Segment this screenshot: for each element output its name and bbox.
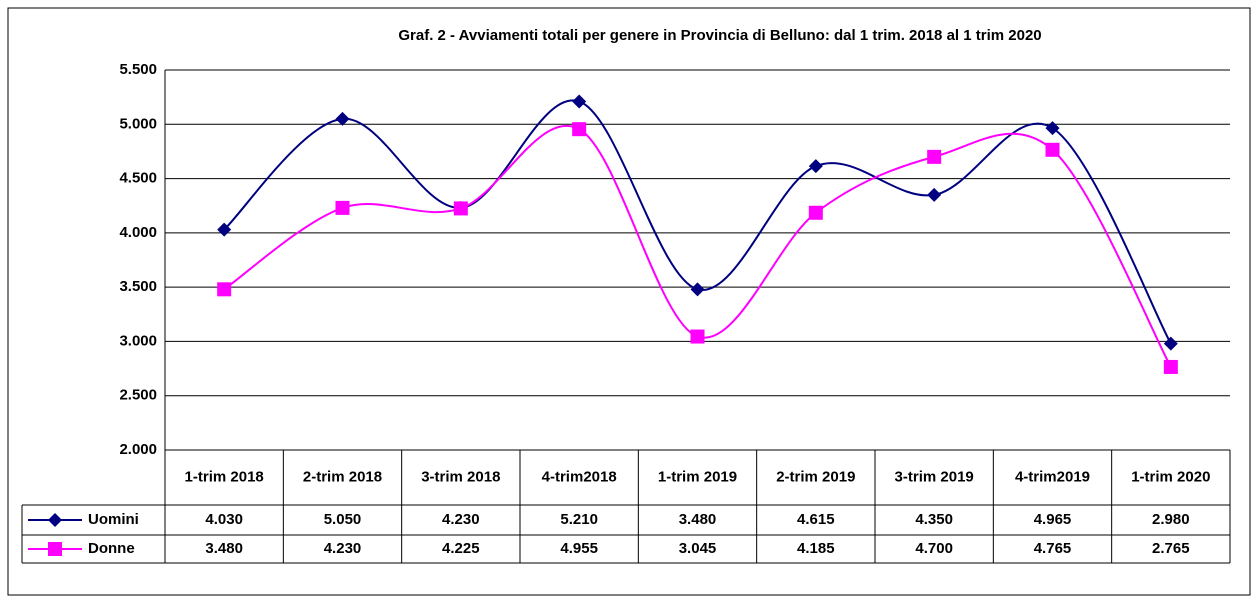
- marker: [217, 282, 232, 297]
- marker: [808, 205, 823, 220]
- marker: [572, 94, 587, 109]
- y-tick-label: 2.500: [119, 387, 157, 404]
- legend-label: Uomini: [88, 511, 139, 528]
- marker: [1163, 359, 1178, 374]
- marker: [453, 201, 468, 216]
- x-tick-label: 1-trim 2020: [1131, 468, 1210, 485]
- table-value: 4.615: [797, 511, 835, 528]
- y-tick-label: 4.500: [119, 170, 157, 187]
- table-value: 4.030: [205, 511, 243, 528]
- table-value: 4.700: [915, 540, 953, 557]
- x-tick-label: 1-trim 2018: [185, 468, 264, 485]
- table-value: 4.230: [442, 511, 480, 528]
- x-tick-label: 4-trim2018: [542, 468, 617, 485]
- table-value: 2.765: [1152, 540, 1190, 557]
- marker: [690, 282, 705, 297]
- chart-title: Graf. 2 - Avviamenti totali per genere i…: [398, 27, 1041, 44]
- table-value: 3.045: [679, 540, 717, 557]
- y-tick-label: 5.500: [119, 61, 157, 78]
- table-value: 4.185: [797, 540, 835, 557]
- table-value: 4.965: [1034, 511, 1072, 528]
- table-value: 4.765: [1034, 540, 1072, 557]
- table-value: 4.955: [560, 540, 598, 557]
- table-value: 5.210: [560, 511, 598, 528]
- marker: [48, 513, 62, 527]
- x-tick-label: 3-trim 2018: [421, 468, 500, 485]
- table-value: 5.050: [324, 511, 362, 528]
- table-value: 3.480: [205, 540, 243, 557]
- x-tick-label: 1-trim 2019: [658, 468, 737, 485]
- marker: [927, 187, 942, 202]
- x-tick-label: 3-trim 2019: [895, 468, 974, 485]
- marker: [690, 329, 705, 344]
- x-tick-label: 2-trim 2018: [303, 468, 382, 485]
- marker: [1045, 121, 1060, 136]
- marker: [1045, 142, 1060, 157]
- table-value: 4.230: [324, 540, 362, 557]
- marker: [808, 159, 823, 174]
- y-tick-label: 5.000: [119, 115, 157, 132]
- marker: [335, 200, 350, 215]
- x-tick-label: 4-trim2019: [1015, 468, 1090, 485]
- table-value: 4.225: [442, 540, 480, 557]
- table-value: 2.980: [1152, 511, 1190, 528]
- chart-frame: [7, 7, 1251, 596]
- marker: [1163, 336, 1178, 351]
- marker: [572, 122, 587, 137]
- marker: [48, 542, 62, 556]
- marker: [217, 222, 232, 237]
- y-tick-label: 4.000: [119, 224, 157, 241]
- legend-label: Donne: [88, 540, 135, 557]
- y-tick-label: 2.000: [119, 441, 157, 458]
- x-tick-label: 2-trim 2019: [776, 468, 855, 485]
- marker: [927, 149, 942, 164]
- table-value: 3.480: [679, 511, 717, 528]
- table-value: 4.350: [915, 511, 953, 528]
- y-tick-label: 3.500: [119, 278, 157, 295]
- marker: [335, 111, 350, 126]
- y-tick-label: 3.000: [119, 332, 157, 349]
